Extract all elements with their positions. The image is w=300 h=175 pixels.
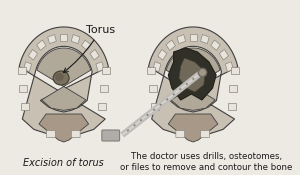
Text: or files to remove and contour the bone: or files to remove and contour the bone bbox=[120, 163, 292, 172]
Bar bbox=[147, 67, 155, 74]
FancyBboxPatch shape bbox=[46, 131, 56, 138]
Bar bbox=[149, 85, 157, 92]
Bar bbox=[228, 103, 236, 110]
Polygon shape bbox=[166, 48, 220, 110]
Bar bbox=[48, 34, 56, 44]
Bar bbox=[100, 85, 108, 92]
Bar bbox=[151, 103, 159, 110]
Bar bbox=[211, 40, 220, 50]
Bar bbox=[90, 49, 99, 60]
Bar bbox=[177, 34, 186, 44]
Bar bbox=[28, 49, 38, 60]
Polygon shape bbox=[168, 48, 216, 100]
Polygon shape bbox=[168, 114, 218, 142]
Text: Torus: Torus bbox=[63, 25, 115, 73]
Bar bbox=[60, 33, 67, 40]
FancyBboxPatch shape bbox=[71, 131, 80, 138]
Polygon shape bbox=[148, 27, 238, 137]
Bar bbox=[158, 49, 167, 60]
Bar bbox=[71, 34, 80, 44]
Bar bbox=[102, 67, 110, 74]
FancyBboxPatch shape bbox=[176, 131, 185, 138]
Bar bbox=[20, 85, 28, 92]
Text: Excision of torus: Excision of torus bbox=[23, 158, 104, 168]
Bar bbox=[98, 103, 106, 110]
Bar bbox=[82, 40, 91, 50]
Bar bbox=[219, 49, 229, 60]
Bar bbox=[18, 67, 26, 74]
Bar bbox=[230, 85, 237, 92]
Polygon shape bbox=[179, 58, 206, 92]
Bar bbox=[166, 40, 175, 50]
Bar bbox=[37, 40, 46, 50]
Bar bbox=[231, 67, 239, 74]
Bar bbox=[153, 62, 161, 72]
Ellipse shape bbox=[53, 71, 69, 85]
Polygon shape bbox=[37, 48, 91, 110]
Bar bbox=[23, 62, 32, 72]
Ellipse shape bbox=[55, 73, 64, 81]
Bar bbox=[225, 62, 233, 72]
Bar bbox=[190, 33, 196, 40]
Bar bbox=[21, 103, 29, 110]
FancyBboxPatch shape bbox=[102, 130, 120, 141]
Polygon shape bbox=[39, 114, 88, 142]
Bar bbox=[96, 62, 104, 72]
Bar bbox=[200, 34, 209, 44]
Text: The doctor uses drills, osteotomes,: The doctor uses drills, osteotomes, bbox=[131, 152, 282, 162]
Polygon shape bbox=[19, 27, 108, 137]
FancyBboxPatch shape bbox=[201, 131, 209, 138]
